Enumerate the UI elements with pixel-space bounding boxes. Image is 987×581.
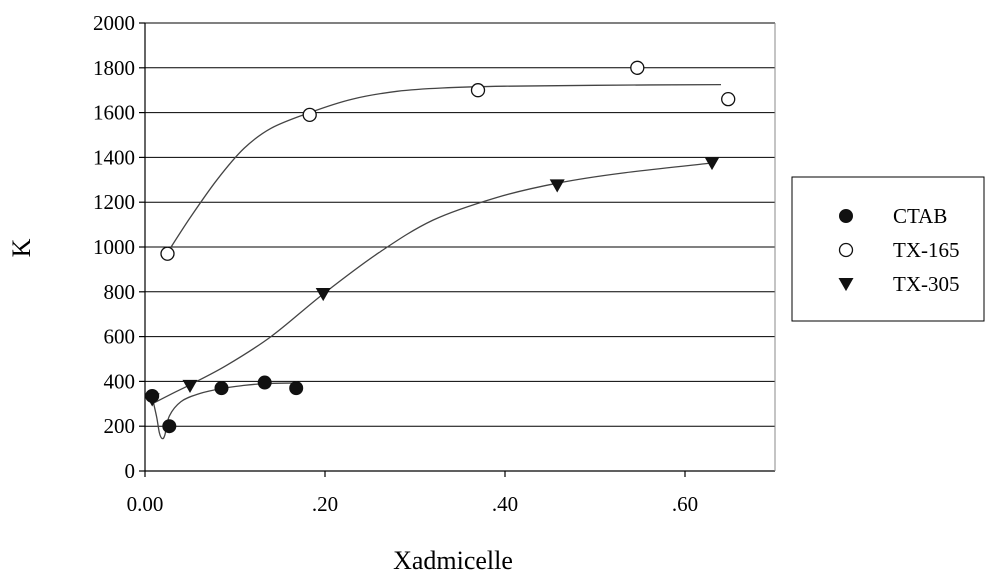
legend-label-tx-305: TX-305: [893, 272, 960, 296]
x-tick-label-.40: .40: [492, 492, 518, 516]
legend-marker-tx-165: [838, 242, 854, 258]
data-point-tx-305-2: [182, 379, 198, 394]
data-points: [144, 60, 736, 434]
data-point-ctab-5: [289, 381, 304, 396]
y-tick-label-1400: 1400: [93, 145, 135, 169]
tick-labels: 0 200 400 600 800 1000 1200 1400 1600 1800 2000 0.0…: [93, 11, 698, 516]
y-tick-label-600: 600: [104, 325, 136, 349]
y-tick-label-0: 0: [125, 459, 136, 483]
legend-label-tx-165: TX-165: [893, 238, 960, 262]
data-point-tx-165-4: [630, 60, 645, 75]
data-point-tx-165-5: [721, 92, 736, 107]
y-tick-label-2000: 2000: [93, 11, 135, 35]
trend-curve-tx-165: [166, 83, 722, 253]
y-tick-label-400: 400: [104, 369, 136, 393]
y-tick-label-1000: 1000: [93, 235, 135, 259]
data-point-tx-305-4: [549, 179, 565, 193]
legend-marker-tx-305: [838, 278, 854, 292]
x-axis-title: Xadmicelle: [393, 546, 513, 575]
gridlines: [145, 22, 775, 427]
x-tick-label-.20: .20: [312, 492, 338, 516]
trend-curve-ctab: [151, 382, 297, 440]
data-point-tx-165-2: [302, 107, 317, 122]
data-point-ctab-4: [257, 375, 272, 390]
y-tick-label-1800: 1800: [93, 56, 135, 80]
y-tick-label-1600: 1600: [93, 101, 135, 125]
legend-box: [791, 176, 985, 322]
data-point-tx-165-3: [470, 83, 486, 98]
legend-marker-ctab: [839, 209, 853, 223]
data-point-ctab-2: [162, 419, 177, 434]
y-axis-title: K: [7, 238, 36, 257]
y-tick-label-200: 200: [104, 414, 136, 438]
axes: [139, 22, 776, 477]
legend: CTAB TX-165 TX-305: [791, 176, 985, 322]
y-tick-label-1200: 1200: [93, 190, 135, 214]
data-point-ctab-3: [214, 381, 229, 396]
x-tick-label-0.00: 0.00: [127, 492, 164, 516]
data-point-tx-305-3: [315, 288, 331, 302]
y-tick-label-800: 800: [104, 280, 136, 304]
data-point-tx-165-1: [160, 246, 175, 261]
data-point-tx-305-1: [144, 393, 160, 407]
x-tick-label-.60: .60: [672, 492, 698, 516]
data-point-tx-305-5: [704, 157, 720, 171]
legend-label-ctab: CTAB: [893, 204, 947, 228]
